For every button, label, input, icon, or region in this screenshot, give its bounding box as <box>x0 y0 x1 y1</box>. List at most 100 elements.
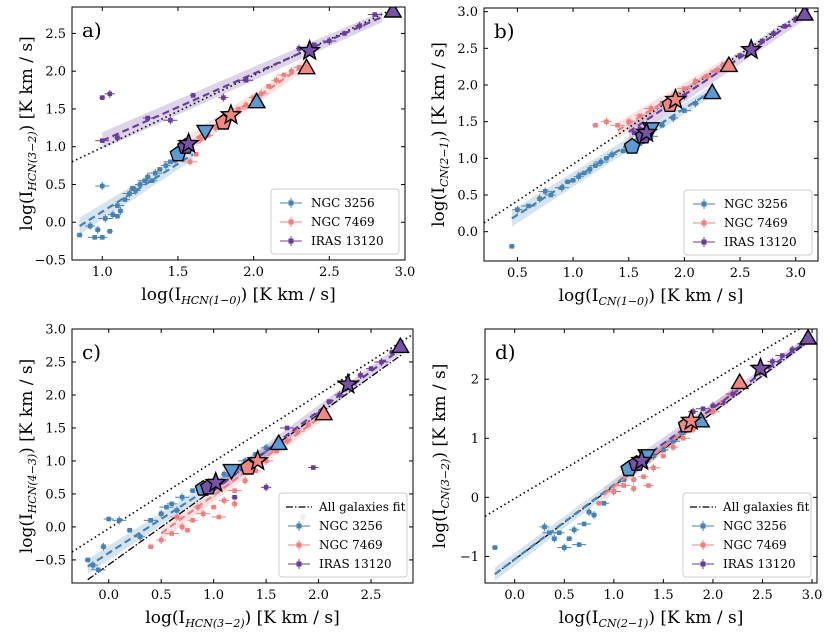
axes-frame <box>483 7 819 262</box>
data-point <box>190 518 195 523</box>
data-point <box>221 95 226 100</box>
fit-line-2 <box>101 15 383 142</box>
data-point <box>274 77 279 83</box>
data-point <box>169 501 174 507</box>
big-star-marker <box>635 120 659 143</box>
y-axis-label-main: log(I <box>17 191 37 231</box>
x-axis-label: log(IHCN(3−2)) [K km / s] <box>145 608 339 630</box>
y-axis-label-tail: ) [K km / s] <box>17 36 37 131</box>
legend-marker <box>701 201 707 207</box>
data-point <box>682 108 687 113</box>
data-point <box>263 458 269 464</box>
data-point <box>266 83 272 89</box>
big-down-triangle-marker <box>195 124 215 141</box>
big-star-marker <box>664 87 687 110</box>
big-triangle-marker <box>297 57 317 75</box>
data-point <box>92 235 98 240</box>
data-point <box>118 208 123 214</box>
x-axis-label-sub: HCN(1−0) <box>180 294 240 307</box>
data-point <box>611 489 617 494</box>
legend-entry: NGC 3256 <box>311 196 375 210</box>
data-point <box>368 366 374 371</box>
x-tick-label: 1.5 <box>653 588 674 603</box>
data-point <box>145 115 150 121</box>
data-point <box>242 478 248 484</box>
data-point <box>561 545 567 550</box>
data-point <box>379 359 384 365</box>
x-tick-label: 1.5 <box>168 265 189 280</box>
data-point <box>631 486 636 491</box>
x-tick-label: 1.5 <box>618 266 639 281</box>
big-star-marker <box>336 372 360 395</box>
y-tick-label: 0.0 <box>45 216 66 231</box>
data-point <box>190 488 195 493</box>
data-point <box>284 425 290 431</box>
data-point <box>537 196 542 201</box>
data-point <box>646 483 651 488</box>
legend-marker <box>296 542 302 548</box>
data-point <box>116 518 122 523</box>
y-axis-label: log(ICN(2−1)) [K km / s] <box>429 42 451 227</box>
data-point <box>164 504 169 510</box>
data-point <box>770 359 775 364</box>
x-tick-label: 0.5 <box>507 266 528 281</box>
data-point <box>581 170 587 176</box>
big-triangle-marker <box>269 433 289 451</box>
data-point <box>145 174 150 180</box>
x-axis-label-tail: ) [K km / s] <box>245 608 340 628</box>
data-point <box>710 409 716 414</box>
data-point <box>789 347 795 352</box>
plot-area <box>485 329 817 581</box>
legend-marker <box>701 220 707 226</box>
data-point <box>641 474 646 479</box>
data-point <box>576 542 582 547</box>
data-point <box>142 178 147 184</box>
data-point <box>690 409 696 414</box>
data-point <box>232 501 237 507</box>
y-axis-label-sub: HCN(3−2) <box>26 131 39 191</box>
data-point <box>87 223 93 229</box>
data-point <box>296 46 302 51</box>
x-tick-label: 1.0 <box>92 265 113 280</box>
data-point <box>115 203 120 208</box>
x-axis-label: log(IHCN(1−0)) [K km / s] <box>141 285 335 307</box>
plot-area <box>484 8 815 249</box>
big-triangle-marker <box>390 336 410 354</box>
legend-entry: NGC 3256 <box>319 519 383 533</box>
big-star-marker <box>679 408 703 431</box>
y-tick-label: 3.0 <box>45 323 66 338</box>
y-tick-label: −1 <box>460 550 479 565</box>
y-axis-label-main: log(I <box>429 187 449 227</box>
y-tick-label: −0.5 <box>34 254 66 269</box>
data-point <box>157 167 163 172</box>
data-point <box>99 138 105 143</box>
data-point <box>216 514 222 520</box>
x-tick-label: 3.0 <box>395 265 416 280</box>
y-axis-label-sub: HCN(4−3) <box>26 454 39 514</box>
big-triangle-marker <box>314 403 334 421</box>
panel-label: c) <box>82 340 101 364</box>
data-point <box>670 444 676 450</box>
x-tick-label: 1.5 <box>256 588 277 603</box>
fit-line-0 <box>78 153 194 227</box>
data-point <box>631 477 636 482</box>
legend-entry: IRAS 13120 <box>723 557 796 571</box>
x-tick-label: 2.5 <box>730 266 751 281</box>
data-point <box>115 135 120 140</box>
big-star-marker <box>246 448 270 471</box>
y-tick-label: 2.0 <box>45 388 66 403</box>
data-point <box>661 453 666 459</box>
data-point <box>232 488 237 493</box>
big-star-marker <box>749 356 772 379</box>
x-tick-label: 2.5 <box>361 588 382 603</box>
big-down-triangle-marker <box>222 463 241 481</box>
y-axis-label-sub: CN(2−1) <box>438 137 451 187</box>
big-star-marker <box>630 448 653 471</box>
data-point <box>604 119 609 124</box>
data-point <box>253 468 258 474</box>
x-tick-label: 2.0 <box>243 265 264 280</box>
data-point <box>101 544 106 550</box>
y-tick-label: 1.0 <box>457 152 478 167</box>
data-point <box>596 500 602 506</box>
x-axis-label-tail: ) [K km / s] <box>648 286 743 306</box>
